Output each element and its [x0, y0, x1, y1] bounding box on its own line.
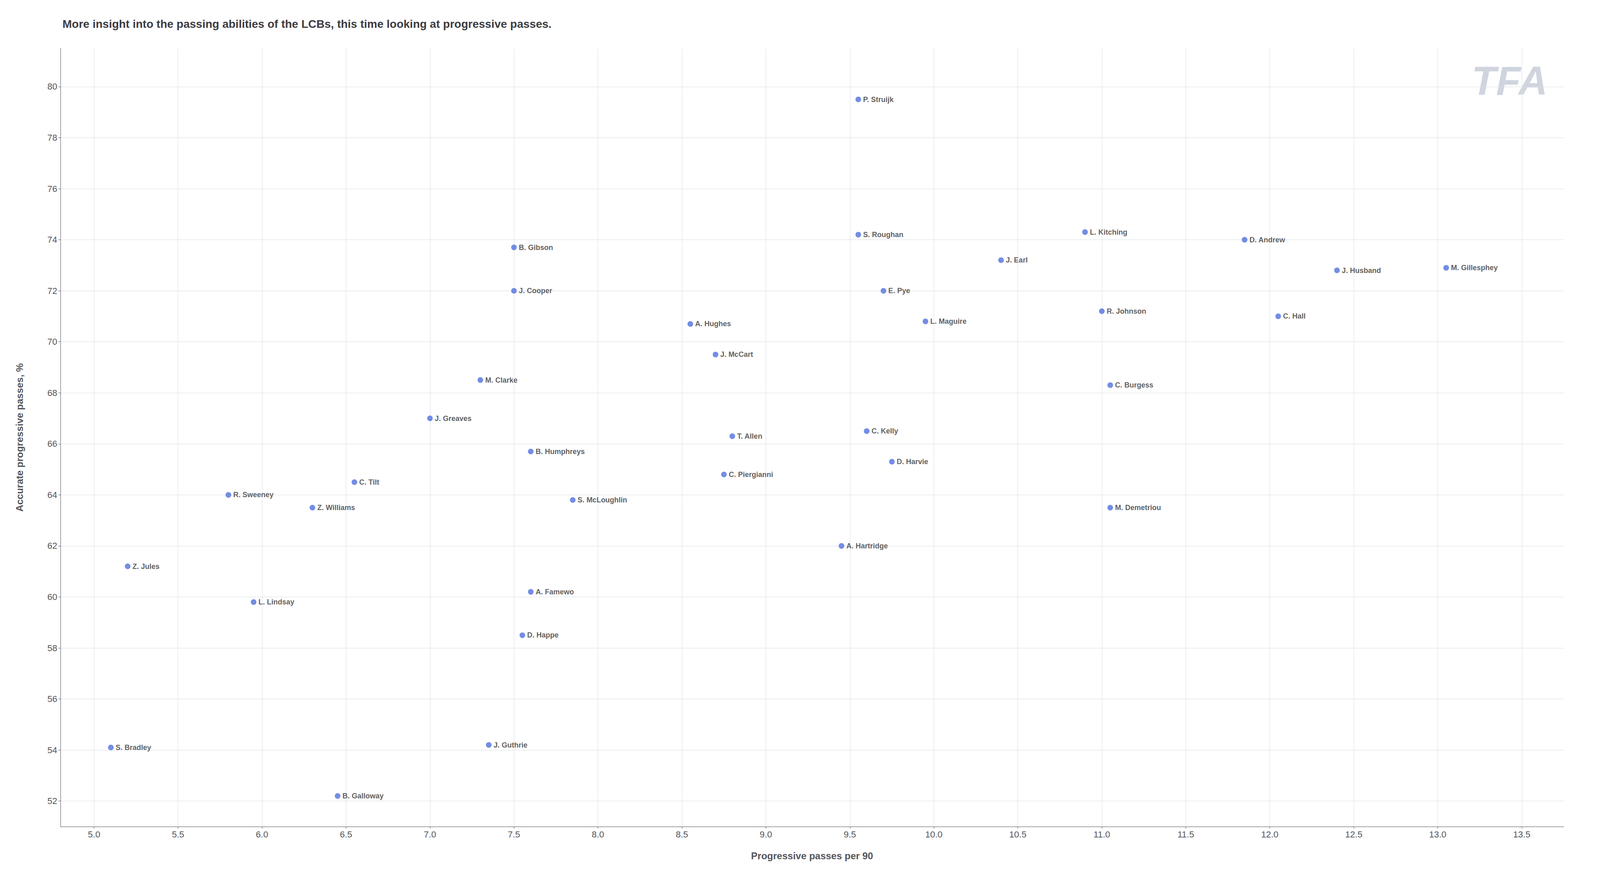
svg-text:S. Bradley: S. Bradley	[115, 743, 152, 752]
svg-text:7.0: 7.0	[423, 829, 437, 840]
svg-text:58: 58	[47, 642, 58, 653]
svg-text:6.0: 6.0	[255, 829, 269, 840]
svg-text:B. Humphreys: B. Humphreys	[535, 447, 585, 456]
svg-text:Z. Williams: Z. Williams	[317, 503, 356, 512]
svg-text:74: 74	[47, 234, 58, 245]
svg-text:A. Famewo: A. Famewo	[535, 587, 574, 596]
svg-text:56: 56	[47, 693, 58, 704]
svg-text:66: 66	[47, 438, 58, 449]
svg-text:11.5: 11.5	[1177, 829, 1195, 840]
svg-text:J. Guthrie: J. Guthrie	[493, 740, 528, 749]
svg-text:10.0: 10.0	[925, 829, 943, 840]
svg-text:D. Happe: D. Happe	[527, 630, 559, 639]
svg-text:54: 54	[47, 744, 58, 755]
svg-text:S. McLoughlin: S. McLoughlin	[577, 495, 628, 504]
svg-text:8.5: 8.5	[675, 829, 689, 840]
svg-text:70: 70	[47, 336, 58, 347]
svg-text:More insight into the passing: More insight into the passing abilities …	[62, 17, 552, 31]
svg-text:60: 60	[47, 591, 58, 602]
svg-text:Accurate progressive passes, %: Accurate progressive passes, %	[14, 363, 25, 512]
svg-text:11.0: 11.0	[1093, 829, 1110, 840]
svg-text:C. Burgess: C. Burgess	[1115, 380, 1154, 389]
svg-text:J. Earl: J. Earl	[1005, 255, 1028, 264]
svg-text:M. Clarke: M. Clarke	[485, 376, 518, 385]
svg-text:13.0: 13.0	[1429, 829, 1447, 840]
svg-text:R. Sweeney: R. Sweeney	[233, 490, 274, 499]
svg-text:D. Harvie: D. Harvie	[896, 457, 929, 466]
svg-text:13.5: 13.5	[1512, 829, 1531, 840]
svg-text:L. Maguire: L. Maguire	[930, 317, 967, 326]
svg-text:C. Piergianni: C. Piergianni	[728, 470, 773, 479]
svg-text:52: 52	[47, 795, 58, 806]
svg-text:12.0: 12.0	[1261, 829, 1279, 840]
svg-text:J. Greaves: J. Greaves	[434, 414, 472, 423]
svg-text:T. Allen: T. Allen	[737, 432, 763, 441]
svg-text:8.0: 8.0	[591, 829, 605, 840]
svg-text:5.5: 5.5	[171, 829, 185, 840]
svg-text:C. Tilt: C. Tilt	[359, 477, 380, 487]
svg-text:10.5: 10.5	[1009, 829, 1027, 840]
svg-text:9.5: 9.5	[843, 829, 857, 840]
svg-text:62: 62	[47, 540, 58, 551]
svg-text:12.5: 12.5	[1345, 829, 1363, 840]
svg-text:B. Galloway: B. Galloway	[342, 791, 384, 800]
svg-text:J. Cooper: J. Cooper	[518, 286, 553, 295]
svg-text:C. Hall: C. Hall	[1283, 311, 1306, 320]
svg-text:L. Lindsay: L. Lindsay	[258, 597, 295, 606]
svg-text:S. Roughan: S. Roughan	[863, 230, 904, 239]
svg-text:64: 64	[47, 489, 58, 500]
svg-text:68: 68	[47, 387, 58, 398]
svg-text:Z. Jules: Z. Jules	[132, 562, 160, 571]
svg-text:Progressive passes per 90: Progressive passes per 90	[751, 849, 874, 861]
svg-text:76: 76	[47, 183, 58, 194]
svg-text:L. Kitching: L. Kitching	[1089, 228, 1128, 237]
svg-text:D. Andrew: D. Andrew	[1249, 235, 1286, 244]
svg-text:A. Hughes: A. Hughes	[695, 319, 732, 328]
svg-text:J. Husband: J. Husband	[1341, 266, 1381, 275]
svg-text:P. Struijk: P. Struijk	[863, 95, 895, 104]
svg-text:R. Johnson: R. Johnson	[1106, 307, 1147, 316]
svg-text:TFA: TFA	[1471, 58, 1548, 104]
svg-text:78: 78	[47, 132, 58, 143]
svg-text:M. Gillesphey: M. Gillesphey	[1450, 263, 1498, 272]
svg-text:5.0: 5.0	[87, 829, 101, 840]
svg-text:A. Hartridge: A. Hartridge	[846, 541, 888, 550]
svg-text:E. Pye: E. Pye	[888, 286, 911, 295]
svg-text:72: 72	[47, 285, 58, 296]
svg-text:J. McCart: J. McCart	[720, 350, 753, 359]
svg-text:C. Kelly: C. Kelly	[871, 426, 898, 435]
svg-text:7.5: 7.5	[507, 829, 521, 840]
svg-text:B. Gibson: B. Gibson	[518, 243, 553, 252]
svg-text:9.0: 9.0	[759, 829, 773, 840]
svg-text:6.5: 6.5	[339, 829, 353, 840]
svg-text:80: 80	[47, 81, 58, 92]
svg-text:M. Demetriou: M. Demetriou	[1115, 503, 1162, 512]
